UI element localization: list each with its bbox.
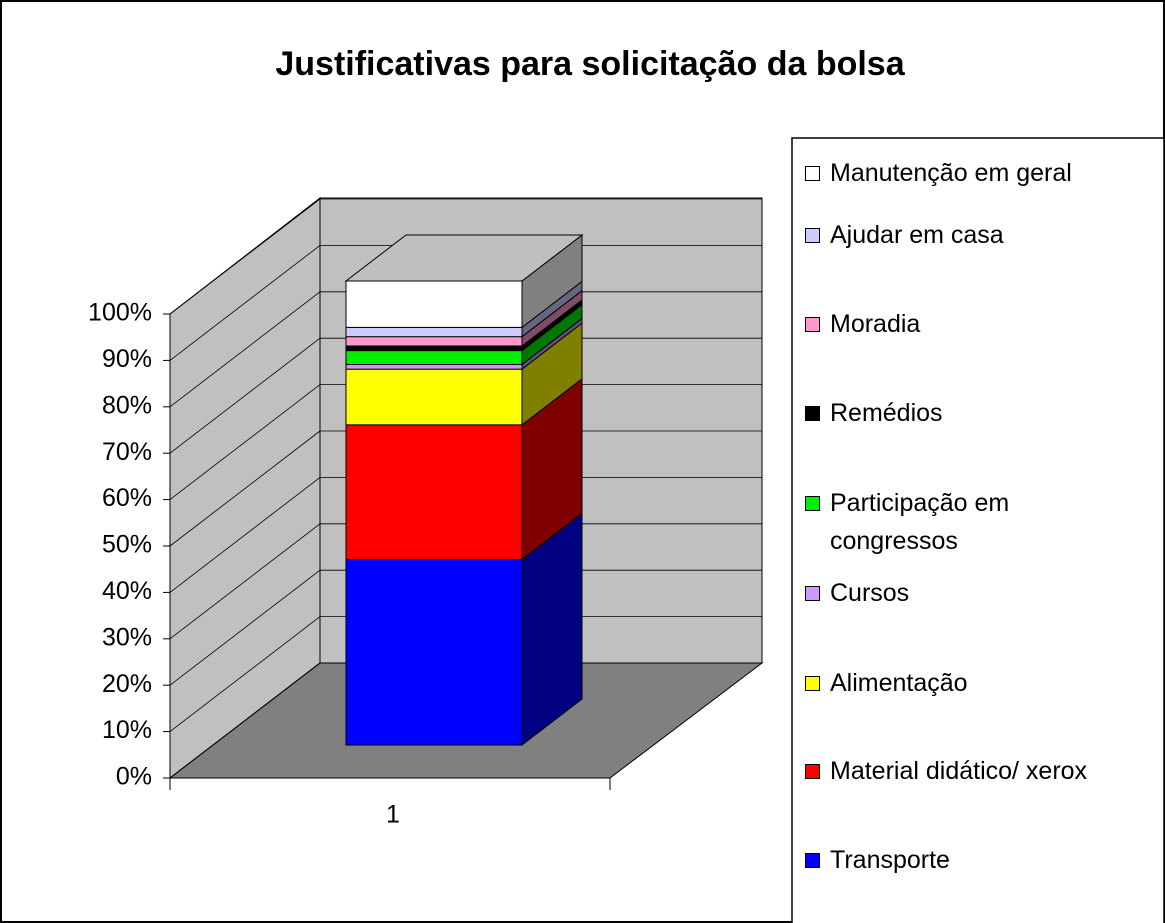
bar-front [345, 280, 523, 328]
bar-top [344, 234, 584, 282]
bar-segment [345, 512, 583, 747]
legend-label: Remédios [830, 399, 943, 427]
grid-line [169, 662, 321, 779]
legend-swatch [805, 764, 820, 779]
legend-item: Cursos [805, 574, 1160, 612]
y-tick-label: 60% [102, 484, 152, 512]
legend-item: Remédios [805, 394, 1160, 432]
legend-label: Alimentação [830, 669, 968, 697]
bar-segment [345, 233, 583, 329]
legend-label: Participação em congressos [830, 489, 1010, 555]
bar-front [345, 368, 523, 426]
legend-box [791, 137, 1165, 923]
grid-line [169, 245, 321, 361]
bar-front [345, 424, 523, 560]
bar-front [345, 326, 523, 338]
legend-item: Manutenção em geral [805, 154, 1160, 192]
legend-swatch [805, 586, 820, 601]
legend-swatch [805, 496, 820, 511]
legend-item: Participação em congressos [805, 484, 1160, 560]
legend-swatch [805, 317, 820, 332]
grid-line [169, 523, 321, 640]
legend-item: Alimentação [805, 664, 1160, 702]
bar-front [345, 350, 523, 366]
legend-label: Cursos [830, 579, 910, 607]
legend-label: Material didático/ xerox [830, 757, 1088, 785]
legend-item: Moradia [805, 305, 1160, 343]
grid-line [169, 569, 321, 686]
grid-line [169, 477, 321, 593]
y-tick-label: 40% [102, 577, 152, 605]
chart-title: Justificativas para solicitação da bolsa [275, 45, 905, 83]
y-tick-label: 30% [102, 623, 152, 651]
legend-label: Moradia [830, 310, 921, 338]
y-tick-label: 100% [88, 299, 152, 327]
y-tick-label: 70% [102, 438, 152, 466]
grid-line [169, 291, 321, 408]
y-tick-label: 80% [102, 391, 152, 419]
legend-item: Transporte [805, 841, 1160, 879]
x-tick-label: 1 [386, 801, 400, 829]
bar-segment [345, 322, 583, 426]
bar-front [345, 345, 523, 352]
grid-line [169, 337, 321, 454]
grid-line [169, 616, 321, 732]
bar-segment [345, 303, 583, 366]
y-tick-label: 0% [116, 763, 152, 791]
legend-swatch [805, 853, 820, 868]
legend-swatch [805, 228, 820, 243]
legend-item: Material didático/ xerox [805, 752, 1160, 790]
y-tick-label: 90% [102, 345, 152, 373]
legend-swatch [805, 406, 820, 421]
legend-label: Ajudar em casa [830, 221, 1004, 249]
legend-swatch [805, 676, 820, 691]
bar-segment [345, 377, 583, 561]
legend-label: Transporte [830, 846, 950, 874]
y-tick-label: 10% [102, 716, 152, 744]
legend-item: Ajudar em casa [805, 216, 1160, 254]
bar-front [345, 364, 523, 370]
grid-line [169, 198, 321, 315]
grid-line [169, 430, 321, 547]
grid-line [169, 384, 321, 500]
y-tick-label: 20% [102, 670, 152, 698]
bar-front [345, 336, 523, 347]
y-tick-label: 50% [102, 531, 152, 559]
legend-label: Manutenção em geral [830, 159, 1072, 187]
bar-front [345, 558, 523, 746]
legend-swatch [805, 166, 820, 181]
